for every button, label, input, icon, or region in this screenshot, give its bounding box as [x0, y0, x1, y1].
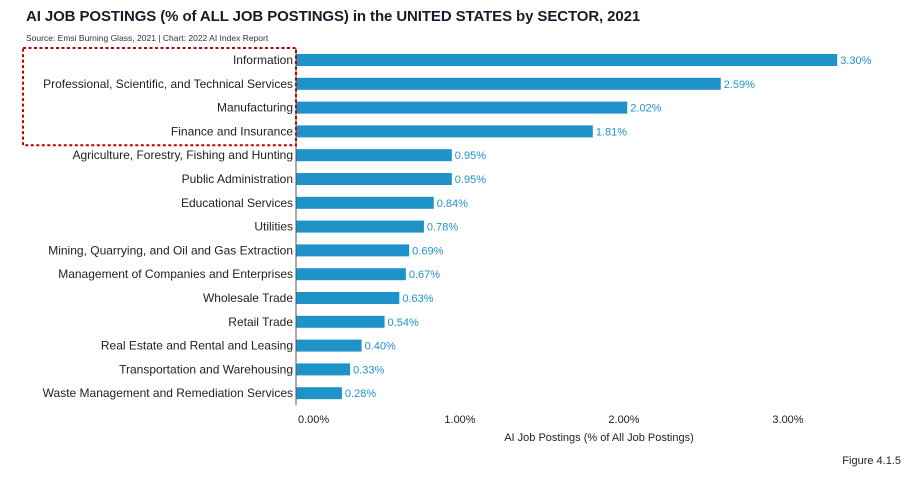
bar: [296, 268, 406, 281]
bars-group: [296, 54, 838, 400]
value-label: 0.33%: [353, 364, 384, 376]
value-label: 0.69%: [412, 245, 443, 257]
value-label: 0.40%: [365, 341, 396, 353]
value-label: 2.02%: [630, 103, 661, 115]
category-label: Management of Companies and Enterprises: [58, 267, 293, 281]
bar: [296, 292, 400, 304]
category-label: Public Administration: [182, 172, 293, 186]
value-label: 0.95%: [455, 150, 486, 162]
value-labels-group: 3.30% 2.59% 2.02%1.81% 0.95% 0.95% 0.84% 0.78%…: [345, 55, 872, 400]
value-label: 0.54%: [388, 317, 419, 329]
chart-title: AI JOB POSTINGS (% of ALL JOB POSTINGS) …: [26, 8, 641, 25]
bar: [296, 54, 838, 66]
category-label: Real Estate and Rental and Leasing: [101, 339, 293, 353]
bar: [296, 387, 342, 400]
x-tick-label: 0.00%: [298, 414, 329, 426]
category-label: Transportation and Warehousing: [119, 362, 293, 376]
x-tick-label: 1.00%: [444, 414, 475, 426]
bar: [296, 125, 593, 138]
value-label: 0.63%: [402, 293, 433, 305]
category-label: Wholesale Trade: [203, 291, 293, 305]
value-label: 3.30%: [840, 55, 871, 67]
bar: [296, 149, 452, 162]
value-label: 0.95%: [455, 174, 486, 186]
value-label: 0.84%: [437, 198, 468, 210]
bar: [296, 363, 351, 376]
category-labels-group: Information Professional, Scientific, and…: [43, 53, 294, 400]
bar: [296, 77, 721, 90]
bar: [296, 244, 410, 257]
category-label: Professional, Scientific, and Technical …: [43, 77, 293, 91]
bar: [296, 101, 628, 114]
category-label: Finance and Insurance: [171, 124, 293, 138]
figure-label: Figure 4.1.5: [842, 455, 901, 467]
x-ticks-group: 0.00% 1.00% 2.00% 3.00%: [298, 414, 804, 426]
bar: [296, 196, 434, 209]
highlight-box: [22, 47, 297, 147]
category-label: Retail Trade: [228, 315, 293, 329]
category-label: Waste Management and Remediation Service…: [43, 386, 293, 400]
value-label: 2.59%: [724, 79, 755, 91]
category-label: Manufacturing: [217, 101, 293, 115]
value-label: 1.81%: [596, 126, 627, 138]
category-label: Information: [233, 53, 293, 67]
bar: [296, 173, 452, 185]
value-label: 0.28%: [345, 388, 376, 400]
category-label: Agriculture, Forestry, Fishing and Hunti…: [72, 148, 293, 162]
value-label: 0.78%: [427, 222, 458, 234]
chart-source: Source: Emsi Burning Glass, 2021 | Chart…: [26, 33, 269, 43]
x-axis-title: AI Job Postings (% of All Job Postings): [504, 432, 694, 444]
category-label: Mining, Quarrying, and Oil and Gas Extra…: [48, 243, 293, 257]
category-label: Educational Services: [181, 196, 293, 210]
x-tick-label: 2.00%: [608, 414, 639, 426]
category-label: Utilities: [254, 220, 293, 234]
value-label: 0.67%: [409, 269, 440, 281]
bar: [296, 315, 385, 328]
bar: [296, 339, 362, 352]
x-tick-label: 3.00%: [772, 414, 803, 426]
bar: [296, 220, 424, 233]
